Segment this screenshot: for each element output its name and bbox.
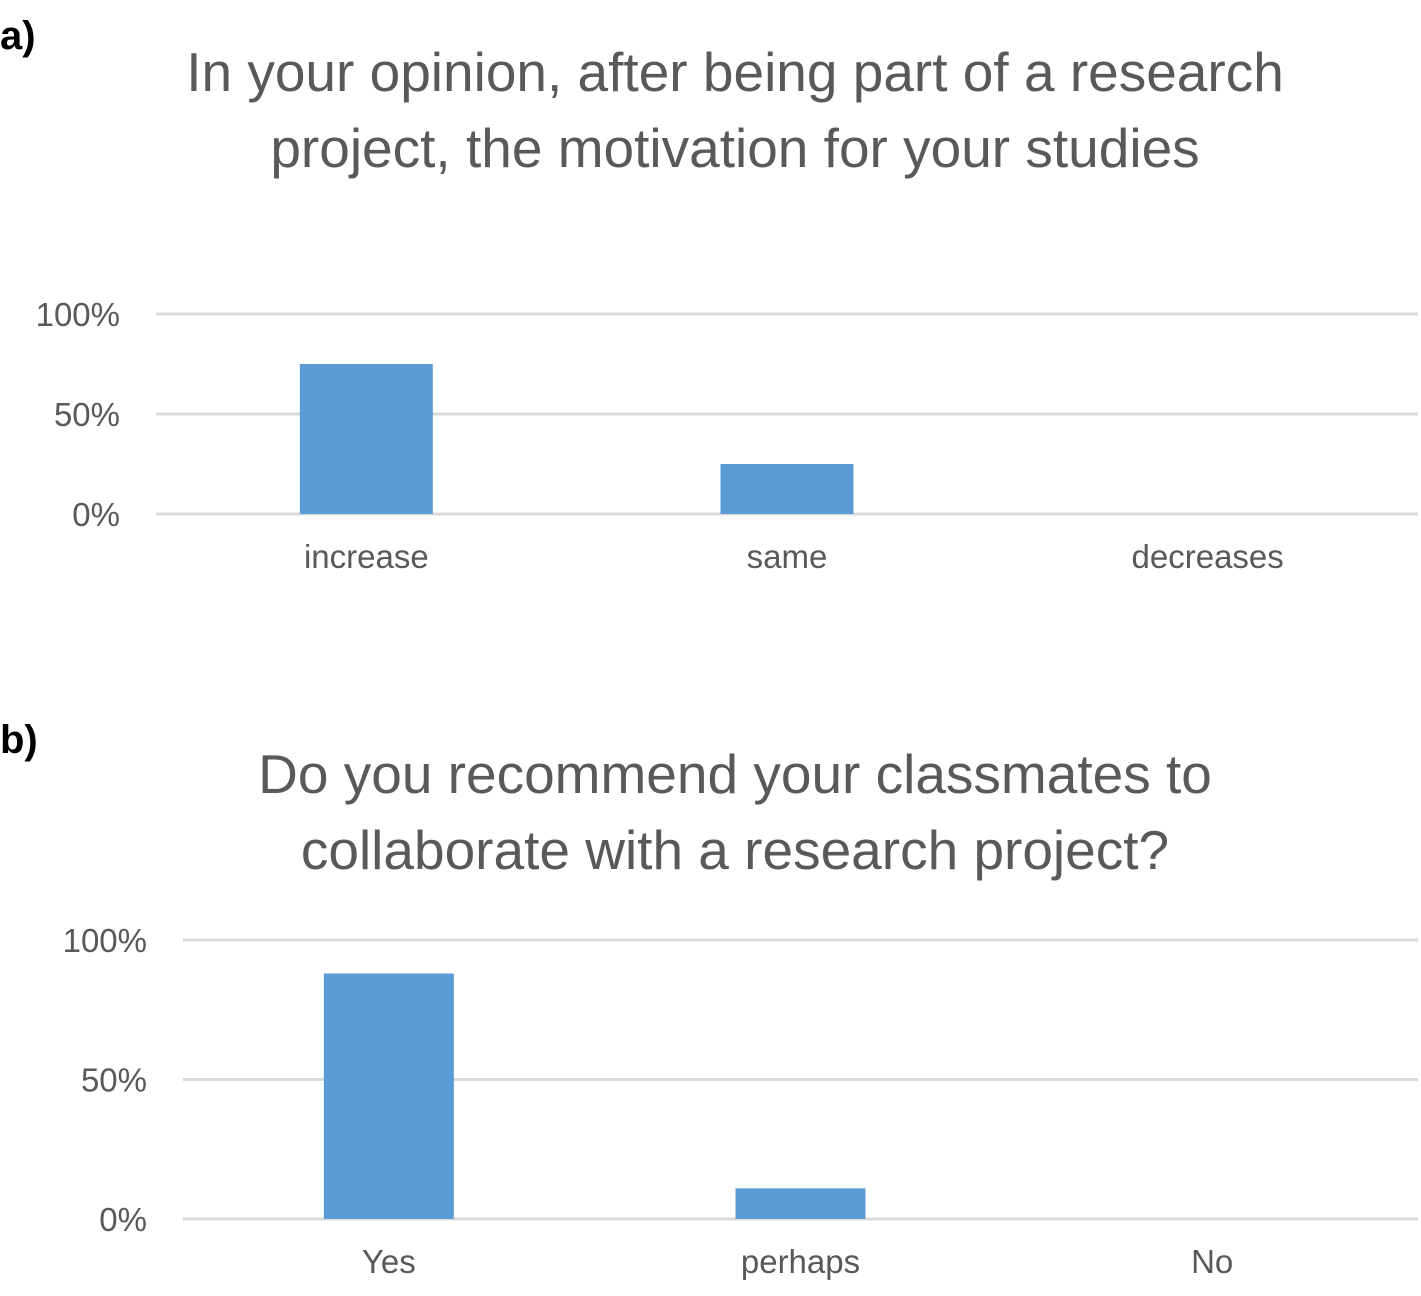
chart-b-category-label: perhaps [741, 1243, 860, 1280]
chart-b-y-tick-label: 100% [63, 922, 147, 959]
chart-a-category-label: increase [304, 538, 429, 575]
chart-b-y-tick-label: 50% [81, 1062, 147, 1099]
chart-b-title: Do you recommend your classmates to coll… [258, 743, 1212, 881]
chart-a-plot: 0% 50% 100% increase same decreases [36, 296, 1418, 575]
chart-b-plot: 0% 50% 100% Yes perhaps No [63, 922, 1418, 1280]
chart-b-bar-yes [323, 973, 454, 1219]
chart-a-y-tick-label: 0% [72, 496, 120, 533]
chart-a-category-label: same [747, 538, 828, 575]
chart-a-y-tick-label: 100% [36, 296, 120, 333]
chart-b-bar-perhaps [735, 1188, 866, 1219]
panel-a-label: a) [0, 14, 36, 58]
panel-b-label: b) [0, 718, 38, 762]
chart-b-category-label: No [1191, 1243, 1233, 1280]
chart-b-y-tick-label: 0% [99, 1201, 147, 1238]
chart-a-title: In your opinion, after being part of a r… [186, 41, 1284, 179]
chart-b-category-label: Yes [362, 1243, 416, 1280]
chart-a-category-label: decreases [1132, 538, 1284, 575]
chart-a-bar-same [720, 464, 854, 514]
chart-a-y-tick-label: 50% [54, 396, 120, 433]
chart-a-bar-increase [299, 364, 433, 514]
